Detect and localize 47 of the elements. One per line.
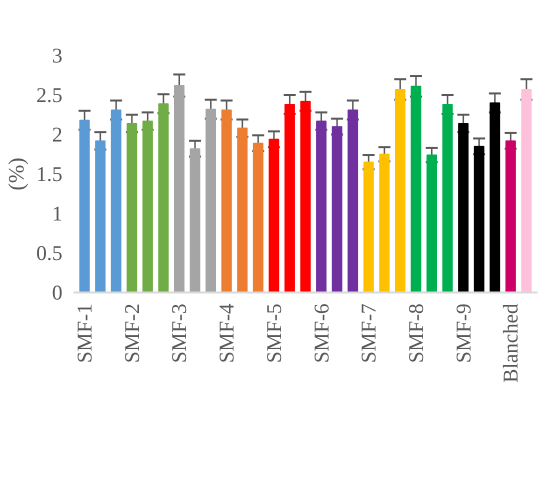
y-tick-label: 1.5 (36, 162, 62, 186)
bar (332, 126, 342, 292)
bar (474, 146, 484, 292)
bar (379, 154, 390, 292)
y-tick-label: 0 (52, 280, 62, 304)
bar (142, 120, 153, 292)
bar (300, 100, 311, 292)
x-tick-label: SMF-5 (262, 303, 286, 364)
x-tick-label: SMF-1 (72, 303, 97, 364)
bar (458, 122, 469, 292)
bar (268, 138, 280, 292)
bar (190, 148, 200, 292)
bar (95, 140, 106, 292)
x-tick-label: SMF-4 (214, 303, 239, 364)
bar (110, 110, 122, 292)
bar (505, 140, 516, 292)
x-tick-label: SMF-7 (356, 303, 381, 364)
y-tick-label: 2 (52, 122, 62, 146)
y-tick-label: 3 (52, 44, 62, 68)
y-tick-label: 1 (52, 202, 62, 226)
bar (126, 122, 138, 292)
bar (206, 108, 216, 292)
bar (237, 128, 248, 292)
x-tick-label: SMF-2 (120, 303, 144, 364)
bar (521, 88, 532, 292)
y-axis-title: (%) (3, 158, 28, 190)
bar (221, 110, 232, 292)
bar (79, 120, 90, 292)
bar (410, 86, 422, 292)
bar (348, 110, 358, 292)
x-tick-label: SMF-9 (451, 303, 476, 364)
x-tick-label: SMF-8 (404, 303, 428, 364)
bar (158, 103, 169, 292)
bar (316, 120, 327, 292)
x-tick-label: SMF-6 (309, 303, 334, 364)
bar (363, 162, 374, 292)
bar (426, 154, 437, 292)
y-tick-label: 2.5 (36, 83, 62, 107)
bar (284, 104, 295, 292)
bar (394, 88, 406, 292)
bar (490, 102, 500, 292)
y-tick-label: 0.5 (36, 241, 62, 265)
x-tick-label: Blanched (498, 303, 523, 383)
bar (442, 104, 453, 292)
x-tick-label: SMF-3 (167, 303, 192, 364)
bar (252, 142, 264, 292)
bar (174, 85, 184, 292)
